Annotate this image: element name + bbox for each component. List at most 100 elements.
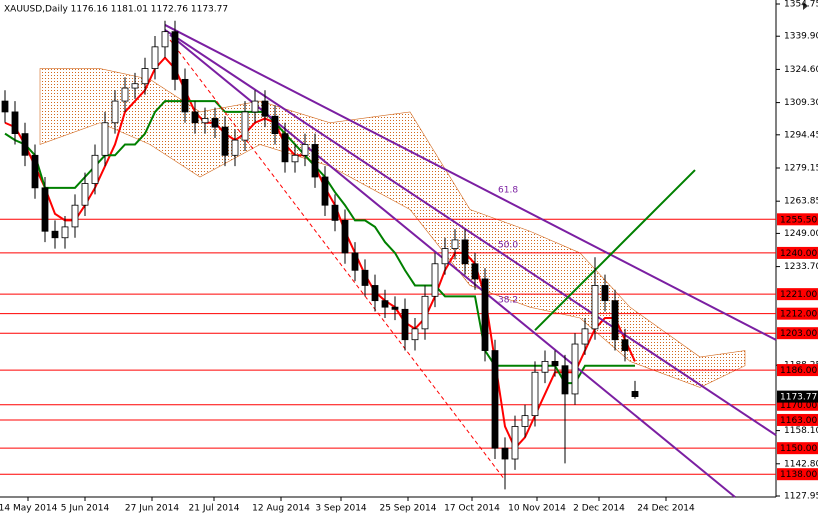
x-tick-label: 2 Dec 2014 — [573, 504, 625, 514]
y-tick-label: 1324.60 — [784, 65, 818, 75]
candle-body — [81, 183, 89, 206]
price-tag: 1173.77 — [780, 393, 817, 403]
candle-body — [611, 300, 619, 341]
level-label-box — [777, 468, 818, 481]
y-tick-label: 1233.70 — [784, 262, 818, 272]
fib-label: 61.8 — [498, 186, 518, 196]
x-tick-label: 27 Jun 2014 — [125, 504, 179, 514]
level-label-box — [777, 213, 818, 226]
candle-body — [351, 252, 359, 271]
candle-body — [11, 111, 19, 135]
candle-body — [511, 426, 519, 460]
x-tick-label: 17 Oct 2014 — [444, 504, 500, 514]
x-tick-label: 12 Aug 2014 — [252, 504, 310, 514]
trend-line — [164, 24, 777, 341]
level-label-box — [777, 288, 818, 301]
fib-label: 38.2 — [498, 296, 518, 306]
candle-body — [471, 263, 479, 280]
candle-body — [51, 230, 59, 239]
candle-body — [261, 100, 269, 117]
level-label: 1212.00 — [780, 310, 817, 320]
candle-body — [581, 328, 589, 345]
level-label: 1138.00 — [780, 470, 817, 480]
y-tick-label: 1309.30 — [784, 98, 818, 108]
candle-body — [421, 295, 429, 330]
level-label: 1240.00 — [780, 249, 817, 259]
candle-body — [231, 139, 239, 156]
candle-body — [141, 68, 149, 85]
candle-body — [251, 100, 259, 113]
x-tick-label: 10 Nov 2014 — [508, 504, 566, 514]
candle-body — [121, 87, 129, 102]
level-label-box — [777, 442, 818, 455]
candle-body — [531, 371, 539, 417]
candle-body — [211, 118, 219, 128]
level-label-box — [777, 364, 818, 377]
candle-body — [311, 144, 319, 178]
level-label: 1163.00 — [780, 416, 817, 426]
candle-body — [341, 219, 349, 254]
candle-body — [1, 100, 9, 113]
level-label: 1150.00 — [780, 444, 817, 454]
candle-body — [31, 154, 39, 189]
candle-body — [521, 415, 529, 427]
x-tick-label: 5 Jun 2014 — [61, 504, 110, 514]
y-tick-label: 1279.15 — [784, 164, 818, 174]
level-label: 1170.00 — [780, 401, 817, 411]
candle-body — [201, 118, 209, 124]
candle-body — [271, 115, 279, 135]
candle-body — [241, 111, 249, 141]
level-label: 1186.00 — [780, 366, 817, 376]
candle-body — [391, 306, 399, 310]
candle-body — [171, 31, 179, 80]
fib-label: 50.0 — [498, 241, 518, 251]
level-label: 1255.50 — [780, 215, 817, 225]
y-tick-label: 1142.80 — [784, 459, 818, 469]
trend-line — [164, 29, 777, 436]
candle-body — [491, 350, 499, 449]
candle-body — [111, 100, 119, 124]
candle-body — [91, 154, 99, 184]
candle-body — [451, 239, 459, 249]
candle-body — [371, 285, 379, 302]
price-tag-box — [777, 390, 818, 403]
level-label-box — [777, 307, 818, 320]
candle-body — [441, 248, 449, 265]
y-tick-label: 1249.00 — [784, 229, 818, 239]
candle-body — [221, 126, 229, 156]
x-tick-label: 3 Sep 2014 — [315, 504, 367, 514]
trend-line — [169, 39, 506, 481]
candle-body — [431, 263, 439, 297]
candle-body — [621, 339, 629, 351]
level-label-box — [777, 246, 818, 259]
x-tick-label: 24 Dec 2014 — [637, 504, 695, 514]
candle-body — [601, 285, 609, 302]
candle-body — [61, 226, 69, 239]
candle-body — [131, 83, 139, 89]
candle-body — [571, 343, 579, 395]
chart-title: XAUUSD,Daily 1176.16 1181.01 1172.76 117… — [4, 5, 228, 15]
x-tick-label: 14 May 2014 — [0, 504, 58, 514]
level-label: 1221.00 — [780, 290, 817, 300]
y-tick-label: 1127.95 — [784, 492, 818, 502]
candle-body — [291, 154, 299, 163]
candle-body — [331, 204, 339, 221]
candle-body — [381, 300, 389, 308]
candle-body — [321, 176, 329, 206]
y-tick-label: 1339.90 — [784, 32, 818, 42]
candle-body — [101, 122, 109, 156]
candle-body — [181, 78, 189, 113]
candle-body — [591, 285, 599, 330]
y-tick-label: 1263.85 — [784, 197, 818, 207]
candle-body — [551, 360, 559, 367]
candle-body — [411, 328, 419, 341]
candle-body — [41, 187, 49, 232]
candle-body — [71, 204, 79, 228]
candle-body — [301, 144, 309, 156]
candle-body — [541, 360, 549, 373]
y-tick-label: 1354.75 — [784, 0, 818, 10]
candle-body — [481, 278, 489, 351]
x-tick-label: 21 Jul 2014 — [189, 504, 240, 514]
candle-body — [631, 391, 639, 398]
